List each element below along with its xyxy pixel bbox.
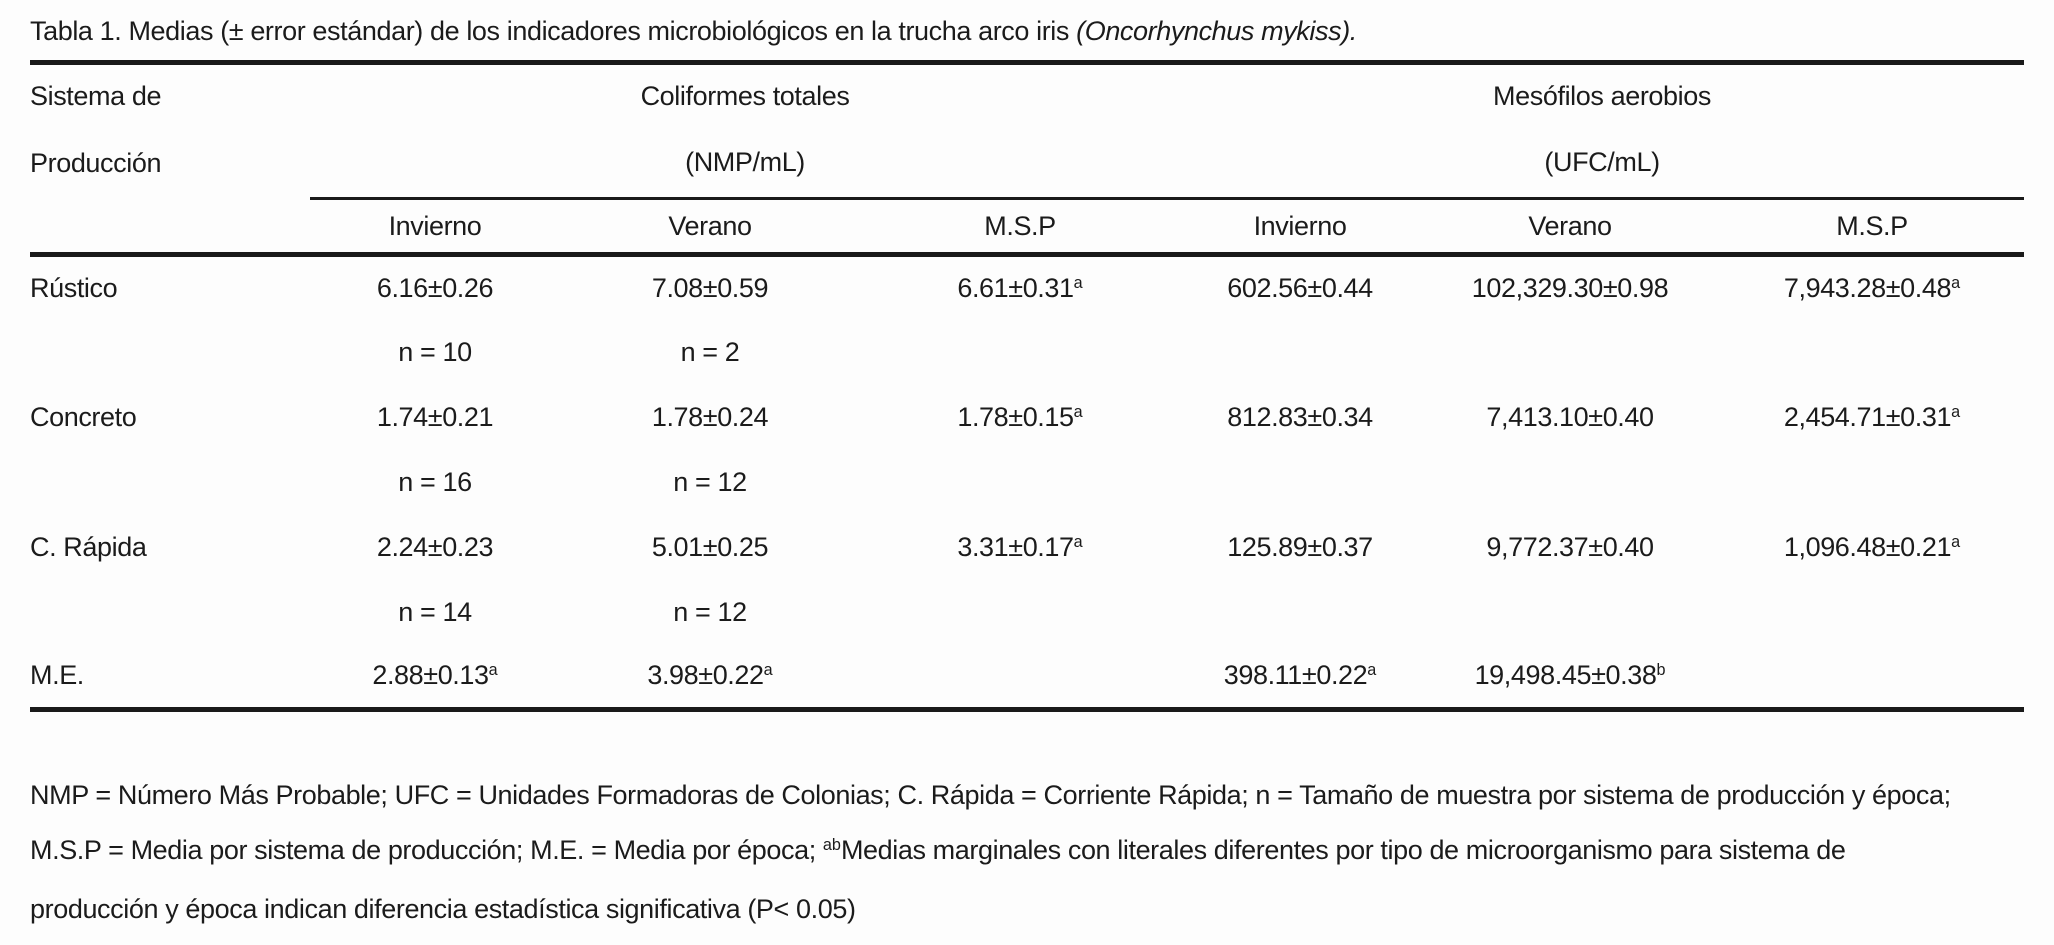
sample-size-cell: n = 10 (398, 336, 472, 367)
significance-superscript: b (1656, 661, 1666, 680)
table-row: Concreto 1.74±0.21 1.78±0.24 1.78±0.15a 812.… (30, 385, 2024, 450)
significance-superscript: a (763, 661, 773, 680)
sample-size-cell (1420, 580, 1720, 645)
stub-header-line2: Producción (30, 148, 162, 178)
season-header-msp: M.S.P (860, 198, 1181, 257)
value-cell: 7.08±0.59 (651, 272, 769, 303)
text-segment: M.S.P = Media por sistema de producción;… (30, 835, 823, 865)
value-cell: 398.11±0.22a (1180, 644, 1421, 712)
value-cell: 1.78±0.24 (651, 401, 769, 432)
value-cell: 1.78±0.15a (957, 401, 1083, 432)
sample-size-cell (1180, 320, 1420, 385)
table-row: M.E. 2.88±0.13a 3.98±0.22a 398.11±0.22a 19,4… (30, 644, 2025, 712)
significance-superscript: ab (822, 836, 841, 855)
table-header: Sistema de Coliformes totales Mesófilos … (30, 63, 2025, 257)
sample-size-cell (1180, 450, 1420, 515)
sample-size-cell (860, 450, 1180, 515)
value-cell: 7,943.28±0.48a (1783, 272, 1961, 303)
season-header-verano: Verano (1420, 198, 1721, 257)
row-label: M.E. (30, 644, 310, 712)
value-cell: 602.56±0.44 (1227, 272, 1373, 303)
season-header-invierno: Invierno (310, 198, 560, 257)
stub-header-empty (30, 198, 310, 257)
season-header-row: Invierno Verano M.S.P Invierno Verano M.S.P (30, 198, 2025, 257)
value-cell: 5.01±0.25 (651, 531, 769, 562)
significance-superscript: a (1073, 532, 1083, 551)
significance-superscript: a (1073, 273, 1083, 292)
value-cell: 102,329.30±0.98 (1471, 272, 1669, 303)
row-label: Rústico (30, 272, 118, 303)
text-segment: producción y época indican diferencia es… (30, 894, 856, 924)
season-header-verano: Verano (560, 198, 860, 257)
table-row: Rústico 6.16±0.26 7.08±0.59 6.61±0.31a 602.5… (30, 255, 2024, 320)
stub-header-line1: Sistema de (30, 81, 162, 112)
significance-superscript: a (1951, 402, 1961, 421)
value-cell: 2.24±0.23 (376, 531, 494, 562)
table-body: Rústico 6.16±0.26 7.08±0.59 6.61±0.31a 602.5… (30, 255, 2025, 712)
significance-superscript: a (1073, 402, 1083, 421)
sample-size-cell (860, 580, 1180, 645)
sample-size-cell: n = 12 (673, 596, 747, 627)
value-cell: 6.16±0.26 (376, 272, 494, 303)
results-table: Sistema de Coliformes totales Mesófilos … (30, 60, 2025, 712)
sample-size-row: n = 16 n = 12 (30, 450, 2024, 515)
footnote-line: NMP = Número Más Probable; UFC = Unidade… (30, 768, 2024, 823)
value-cell (860, 644, 1181, 712)
value-cell: 3.98±0.22a (560, 644, 860, 712)
value-cell: 7,413.10±0.40 (1486, 401, 1654, 432)
value-cell: 3.31±0.17a (957, 531, 1083, 562)
text-segment: Tabla 1. Medias (± error estándar) de lo… (30, 16, 1077, 46)
group-unit-coliformes: (NMP/mL) (310, 128, 1181, 200)
group-header-mesofilos: Mesófilos aerobios (1493, 81, 1711, 112)
sample-size-cell (1720, 450, 2024, 515)
value-cell: 1,096.48±0.21a (1783, 531, 1961, 562)
sample-size-row: n = 14 n = 12 (30, 580, 2024, 645)
sample-size-cell (1720, 320, 2024, 385)
group-unit-row: Producción (NMP/mL) (UFC/mL) (30, 128, 2025, 200)
table-row: C. Rápida 2.24±0.23 5.01±0.25 3.31±0.17a 125… (30, 515, 2024, 580)
sample-size-cell: n = 12 (673, 466, 747, 497)
sample-size-cell (860, 320, 1180, 385)
value-cell: 2.88±0.13a (310, 644, 560, 712)
sample-size-cell (1420, 320, 1720, 385)
significance-superscript: a (1367, 661, 1377, 680)
footnote-line: M.S.P = Media por sistema de producción;… (30, 823, 2024, 882)
sample-size-cell: n = 14 (398, 596, 472, 627)
significance-superscript: a (488, 661, 498, 680)
table-footnote: NMP = Número Más Probable; UFC = Unidade… (30, 768, 2024, 937)
season-header-msp: M.S.P (1720, 198, 2025, 257)
row-label (30, 450, 310, 515)
row-label (30, 320, 310, 385)
text-segment: Medias marginales con literales diferent… (840, 835, 1846, 865)
value-cell: 6.61±0.31a (957, 272, 1083, 303)
species-name-italic: (Oncorhynchus mykiss). (1076, 16, 1357, 46)
sample-size-cell: n = 2 (680, 336, 740, 367)
text-segment: NMP = Número Más Probable; UFC = Unidade… (30, 780, 1951, 810)
value-cell: 1.74±0.21 (376, 401, 494, 432)
sample-size-cell (1180, 580, 1420, 645)
group-unit-mesofilos: (UFC/mL) (1180, 128, 2025, 200)
row-label (30, 580, 310, 645)
table-caption: Tabla 1. Medias (± error estándar) de lo… (30, 16, 1357, 47)
significance-superscript: a (1951, 273, 1961, 292)
sample-size-row: n = 10 n = 2 (30, 320, 2024, 385)
sample-size-cell: n = 16 (398, 466, 472, 497)
value-cell: 9,772.37±0.40 (1486, 531, 1654, 562)
value-cell: 125.89±0.37 (1227, 531, 1373, 562)
row-label: C. Rápida (30, 531, 147, 562)
sample-size-cell (1720, 580, 2024, 645)
season-header-invierno: Invierno (1180, 198, 1421, 257)
value-cell: 19,498.45±0.38b (1420, 644, 1721, 712)
value-cell: 2,454.71±0.31a (1783, 401, 1961, 432)
significance-superscript: a (1951, 532, 1961, 551)
value-cell (1720, 644, 2025, 712)
sample-size-cell (1420, 450, 1720, 515)
row-label: Concreto (30, 401, 137, 432)
value-cell: 812.83±0.34 (1227, 401, 1373, 432)
group-header-coliformes: Coliformes totales (640, 81, 850, 112)
group-header-row: Sistema de Coliformes totales Mesófilos … (30, 63, 2024, 129)
footnote-line: producción y época indican diferencia es… (30, 882, 2024, 937)
